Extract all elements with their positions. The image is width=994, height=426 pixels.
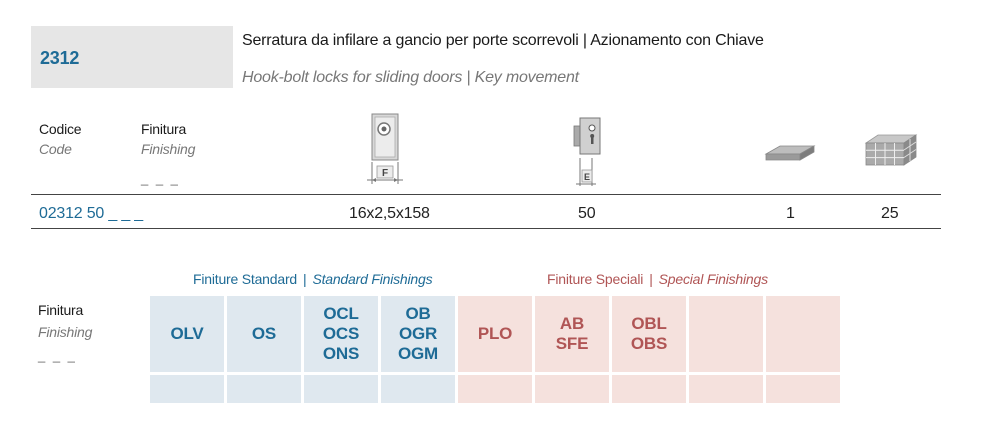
finish-swatch: OS: [227, 296, 301, 372]
special-heading-en: Special Finishings: [658, 271, 768, 287]
finish-swatch: OB OGR OGM: [381, 296, 455, 372]
finish-band: [227, 375, 301, 403]
standard-heading-en: Standard Finishings: [312, 271, 433, 287]
finish-header-en: Finishing: [141, 141, 196, 157]
box-pack-icon: [864, 131, 918, 167]
finish-swatch: OBL OBS: [612, 296, 686, 372]
finish-band: [689, 375, 763, 403]
finish-swatch: OLV: [150, 296, 224, 372]
product-code-box: 2312: [31, 26, 233, 88]
special-heading-it: Finiture Speciali: [547, 271, 644, 287]
row-qty-box: 25: [881, 205, 899, 222]
code-header-en: Code: [39, 141, 72, 157]
table-header-rule: [31, 194, 941, 195]
finish-band: [612, 375, 686, 403]
faceplate-label: F: [382, 168, 388, 179]
finishing-label-en: Finishing: [38, 324, 93, 340]
row-code: 02312 50 _ _ _: [39, 205, 143, 222]
finish-swatch-empty: [689, 296, 763, 372]
finish-header-it: Finitura: [141, 121, 187, 137]
single-pack-icon: [764, 138, 816, 164]
finish-band: [766, 375, 840, 403]
finish-swatch: OCL OCS ONS: [304, 296, 378, 372]
finish-placeholder: _ _ _: [141, 171, 180, 186]
code-header-it: Codice: [39, 121, 82, 137]
finish-swatch: PLO: [458, 296, 532, 372]
standard-heading-it: Finiture Standard: [193, 271, 297, 287]
row-qty-single: 1: [786, 205, 795, 222]
faceplate-icon: F: [364, 112, 406, 188]
finish-band: [150, 375, 224, 403]
product-code: 2312: [40, 48, 80, 68]
finish-band: [381, 375, 455, 403]
code-column-header: Codice Code: [39, 121, 82, 157]
special-finishes-heading: Finiture Speciali | Special Finishings: [547, 271, 768, 287]
backset-icon: E: [570, 114, 606, 188]
title-italian: Serratura da infilare a gancio per porte…: [242, 32, 764, 49]
finishing-placeholder: _ _ _: [38, 348, 77, 363]
finish-band: [458, 375, 532, 403]
finishing-label-it: Finitura: [38, 302, 84, 318]
row-faceplate: 16x2,5x158: [349, 205, 430, 222]
finish-column-header: Finitura Finishing: [141, 121, 195, 157]
row-backset: 50: [578, 205, 596, 222]
backset-label: E: [584, 172, 590, 182]
finish-swatch-empty: [766, 296, 840, 372]
finish-swatch: AB SFE: [535, 296, 609, 372]
title-english: Hook-bolt locks for sliding doors | Key …: [242, 69, 579, 86]
table-bottom-rule: [31, 228, 941, 229]
finish-band: [535, 375, 609, 403]
finish-band: [304, 375, 378, 403]
standard-finishes-heading: Finiture Standard | Standard Finishings: [193, 271, 433, 287]
finishing-label: Finitura Finishing _ _ _: [38, 302, 92, 363]
